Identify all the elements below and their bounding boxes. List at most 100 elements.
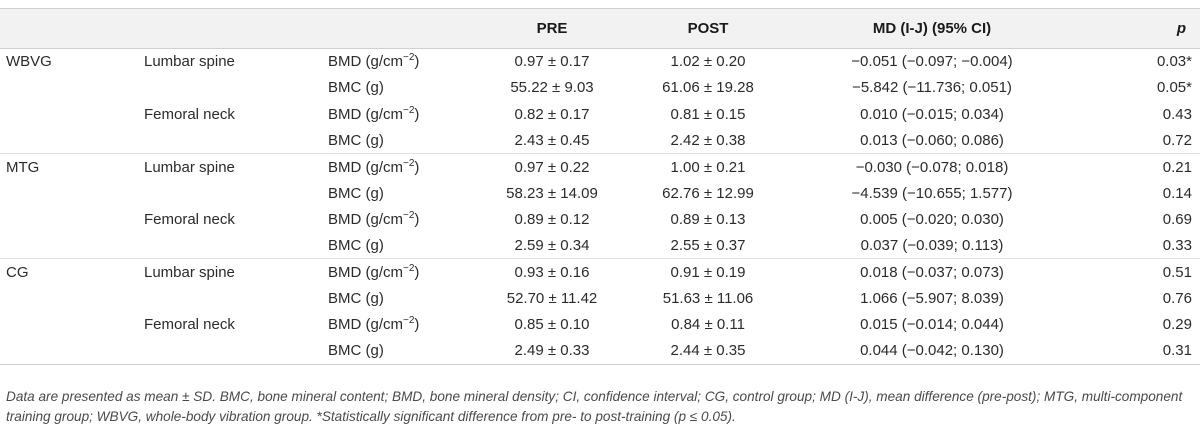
header-site bbox=[134, 9, 314, 49]
cell-p-value: 0.31 bbox=[1162, 342, 1192, 360]
measure-exponent: −2 bbox=[403, 104, 415, 116]
cell-measure: BMC (g) bbox=[314, 180, 482, 206]
measure-exponent: −2 bbox=[403, 157, 415, 169]
cell-post: 0.81 ± 0.15 bbox=[670, 105, 746, 123]
table-row: Femoral neck BMD (g/cm−2) 0.85 ± 0.10 0.… bbox=[0, 311, 1200, 337]
cell-post: 61.06 ± 19.28 bbox=[662, 79, 754, 97]
measure-label: BMD (g/cm bbox=[328, 210, 403, 228]
cell-post: 2.42 ± 0.38 bbox=[670, 131, 746, 149]
cell-site bbox=[134, 75, 314, 101]
measure-label: BMC (g) bbox=[328, 79, 384, 97]
cell-post: 1.02 ± 0.20 bbox=[670, 53, 746, 71]
cell-pre: 0.97 ± 0.17 bbox=[514, 53, 590, 71]
cell-pre: 0.97 ± 0.22 bbox=[514, 158, 590, 176]
cell-group: WBVG bbox=[6, 53, 52, 71]
cell-p-value: 0.51 bbox=[1162, 263, 1192, 281]
measure-exponent: −2 bbox=[403, 209, 415, 221]
measure-exponent: −2 bbox=[403, 52, 415, 64]
cell-site bbox=[134, 233, 314, 259]
cell-measure: BMC (g) bbox=[314, 233, 482, 259]
cell-pre: 0.93 ± 0.16 bbox=[514, 263, 590, 281]
cell-measure: BMC (g) bbox=[314, 127, 482, 153]
measure-suffix: ) bbox=[414, 316, 420, 334]
cell-pre: 2.49 ± 0.33 bbox=[514, 342, 590, 360]
measure-label: BMC (g) bbox=[328, 236, 384, 254]
measure-suffix: ) bbox=[414, 158, 420, 176]
header-p-value: p bbox=[1176, 20, 1186, 37]
measure-label: BMD (g/cm bbox=[328, 158, 403, 176]
cell-p-value: 0.69 bbox=[1162, 210, 1192, 228]
cell-p-value: 0.05* bbox=[1156, 79, 1192, 97]
cell-group bbox=[0, 285, 134, 311]
measure-label: BMD (g/cm bbox=[328, 53, 403, 71]
measure-label: BMD (g/cm bbox=[328, 105, 403, 123]
cell-pre: 0.85 ± 0.10 bbox=[514, 316, 590, 334]
cell-mean-difference: −0.030 (−0.078; 0.018) bbox=[855, 158, 1009, 176]
table-row: BMC (g) 2.59 ± 0.34 2.55 ± 0.37 0.037 (−… bbox=[0, 233, 1200, 259]
cell-mean-difference: −4.539 (−10.655; 1.577) bbox=[851, 184, 1013, 202]
cell-group: CG bbox=[6, 263, 29, 281]
cell-group bbox=[0, 233, 134, 259]
table-row: BMC (g) 2.43 ± 0.45 2.42 ± 0.38 0.013 (−… bbox=[0, 127, 1200, 153]
results-table: PRE POST MD (I-J) (95% CI) p WBVG Lumbar… bbox=[0, 8, 1200, 365]
cell-measure: BMC (g) bbox=[314, 285, 482, 311]
cell-mean-difference: 0.018 (−0.037; 0.073) bbox=[860, 263, 1004, 281]
cell-post: 0.89 ± 0.13 bbox=[670, 210, 746, 228]
table-footnote: Data are presented as mean ± SD. BMC, bo… bbox=[6, 389, 1183, 424]
header-mean-difference: MD (I-J) (95% CI) bbox=[872, 20, 992, 37]
cell-site bbox=[134, 338, 314, 364]
header-post: POST bbox=[687, 20, 729, 37]
header-measure bbox=[314, 9, 482, 49]
cell-p-value: 0.21 bbox=[1162, 158, 1192, 176]
measure-exponent: −2 bbox=[403, 315, 415, 327]
cell-post: 1.00 ± 0.21 bbox=[670, 158, 746, 176]
cell-p-value: 0.03* bbox=[1156, 53, 1192, 71]
cell-mean-difference: 0.037 (−0.039; 0.113) bbox=[860, 236, 1004, 254]
cell-group bbox=[0, 206, 134, 232]
cell-post: 62.76 ± 12.99 bbox=[662, 184, 754, 202]
table-row: BMC (g) 2.49 ± 0.33 2.44 ± 0.35 0.044 (−… bbox=[0, 338, 1200, 365]
cell-p-value: 0.33 bbox=[1162, 236, 1192, 254]
cell-group: MTG bbox=[6, 158, 40, 176]
table-row: BMC (g) 55.22 ± 9.03 61.06 ± 19.28 −5.84… bbox=[0, 75, 1200, 101]
cell-measure: BMD (g/cm−2) bbox=[314, 154, 482, 180]
cell-mean-difference: 0.013 (−0.060; 0.086) bbox=[860, 131, 1004, 149]
cell-group bbox=[0, 311, 134, 337]
header-group bbox=[0, 9, 134, 49]
cell-group bbox=[0, 338, 134, 364]
cell-measure: BMD (g/cm−2) bbox=[314, 206, 482, 232]
cell-mean-difference: 0.044 (−0.042; 0.130) bbox=[860, 342, 1004, 360]
cell-measure: BMD (g/cm−2) bbox=[314, 311, 482, 337]
table-header: PRE POST MD (I-J) (95% CI) p bbox=[0, 8, 1200, 49]
measure-suffix: ) bbox=[414, 53, 420, 71]
cell-measure: BMD (g/cm−2) bbox=[314, 101, 482, 127]
cell-p-value: 0.76 bbox=[1162, 289, 1192, 307]
cell-mean-difference: −5.842 (−11.736; 0.051) bbox=[852, 79, 1012, 97]
cell-measure: BMC (g) bbox=[314, 338, 482, 364]
measure-label: BMC (g) bbox=[328, 184, 384, 202]
table-row: Femoral neck BMD (g/cm−2) 0.89 ± 0.12 0.… bbox=[0, 206, 1200, 232]
table-row: MTG Lumbar spine BMD (g/cm−2) 0.97 ± 0.2… bbox=[0, 153, 1200, 180]
cell-site: Lumbar spine bbox=[144, 158, 235, 176]
cell-site bbox=[134, 285, 314, 311]
measure-label: BMC (g) bbox=[328, 289, 384, 307]
cell-pre: 2.43 ± 0.45 bbox=[514, 131, 590, 149]
cell-measure: BMD (g/cm−2) bbox=[314, 49, 482, 75]
measure-suffix: ) bbox=[414, 210, 420, 228]
cell-site: Femoral neck bbox=[144, 105, 235, 123]
cell-post: 51.63 ± 11.06 bbox=[662, 289, 754, 307]
cell-post: 2.55 ± 0.37 bbox=[670, 236, 746, 254]
measure-exponent: −2 bbox=[403, 262, 415, 274]
cell-site: Lumbar spine bbox=[144, 263, 235, 281]
measure-label: BMD (g/cm bbox=[328, 263, 403, 281]
measure-label: BMD (g/cm bbox=[328, 316, 403, 334]
measure-suffix: ) bbox=[414, 105, 420, 123]
cell-pre: 52.70 ± 11.42 bbox=[506, 289, 598, 307]
cell-site: Femoral neck bbox=[144, 316, 235, 334]
cell-group bbox=[0, 180, 134, 206]
cell-pre: 55.22 ± 9.03 bbox=[510, 79, 594, 97]
cell-mean-difference: 0.005 (−0.020; 0.030) bbox=[860, 210, 1004, 228]
table-body: WBVG Lumbar spine BMD (g/cm−2) 0.97 ± 0.… bbox=[0, 48, 1200, 365]
cell-measure: BMD (g/cm−2) bbox=[314, 259, 482, 285]
